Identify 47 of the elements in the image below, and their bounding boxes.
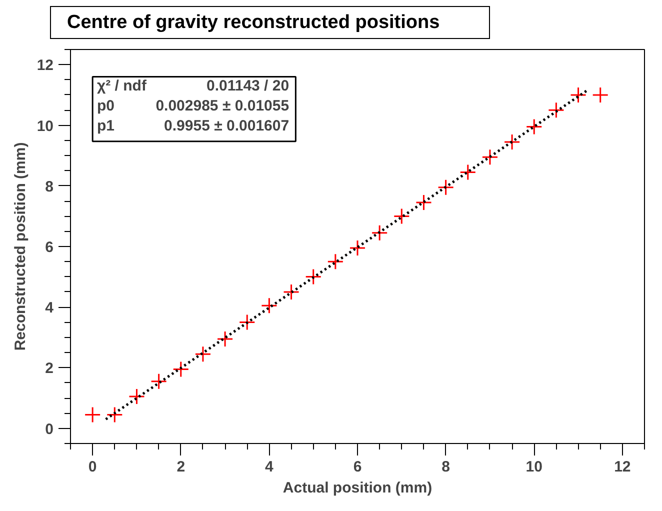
annotation: p1 [96,118,115,135]
point [371,224,388,242]
x-tick-label: 0 [88,458,97,476]
point [349,240,366,256]
y-tick-label: 8 [45,178,54,196]
x-axis-title: Actual position (mm) [282,480,432,497]
x-tick-label: 8 [442,458,450,476]
y-tick-label: 10 [36,118,54,135]
x-tick-label: 2 [176,458,186,476]
point [548,102,564,119]
point [283,284,300,300]
point [194,346,212,362]
point [415,194,432,211]
annotation: 0.01143 / 20 [206,78,290,95]
x-tick-label: 4 [265,458,274,476]
point [393,208,410,225]
point [84,406,101,424]
point [526,118,542,136]
annotation: 0.9955 ± 0.001607 [164,118,290,135]
point [260,297,278,314]
y-tick-label: 12 [36,57,54,74]
point [327,254,344,270]
point [460,164,476,181]
annotation: 0.002985 ± 0.01055 [156,98,290,115]
point [238,314,256,331]
point [592,86,609,104]
y-tick-label: 6 [45,239,54,256]
y-tick-label: 0 [45,420,54,438]
point [504,134,520,150]
point [438,179,454,196]
annotation: χ² / ndf [96,78,148,95]
point [570,86,587,104]
point [305,268,322,286]
point [172,361,190,378]
y-tick-label: 2 [45,360,54,378]
point [106,406,123,424]
point [128,388,145,405]
x-tick-label: 6 [353,458,362,476]
y-tick-label: 4 [45,300,54,317]
point [150,373,168,390]
point [216,330,234,348]
point [482,148,498,166]
chart-title: Centre of gravity reconstructed positions [67,11,440,35]
y-axis-title: Reconstructed position (mm) [12,142,29,351]
x-tick-label: 12 [614,458,631,476]
x-tick-label: 10 [526,458,542,476]
annotation: p0 [96,98,115,115]
